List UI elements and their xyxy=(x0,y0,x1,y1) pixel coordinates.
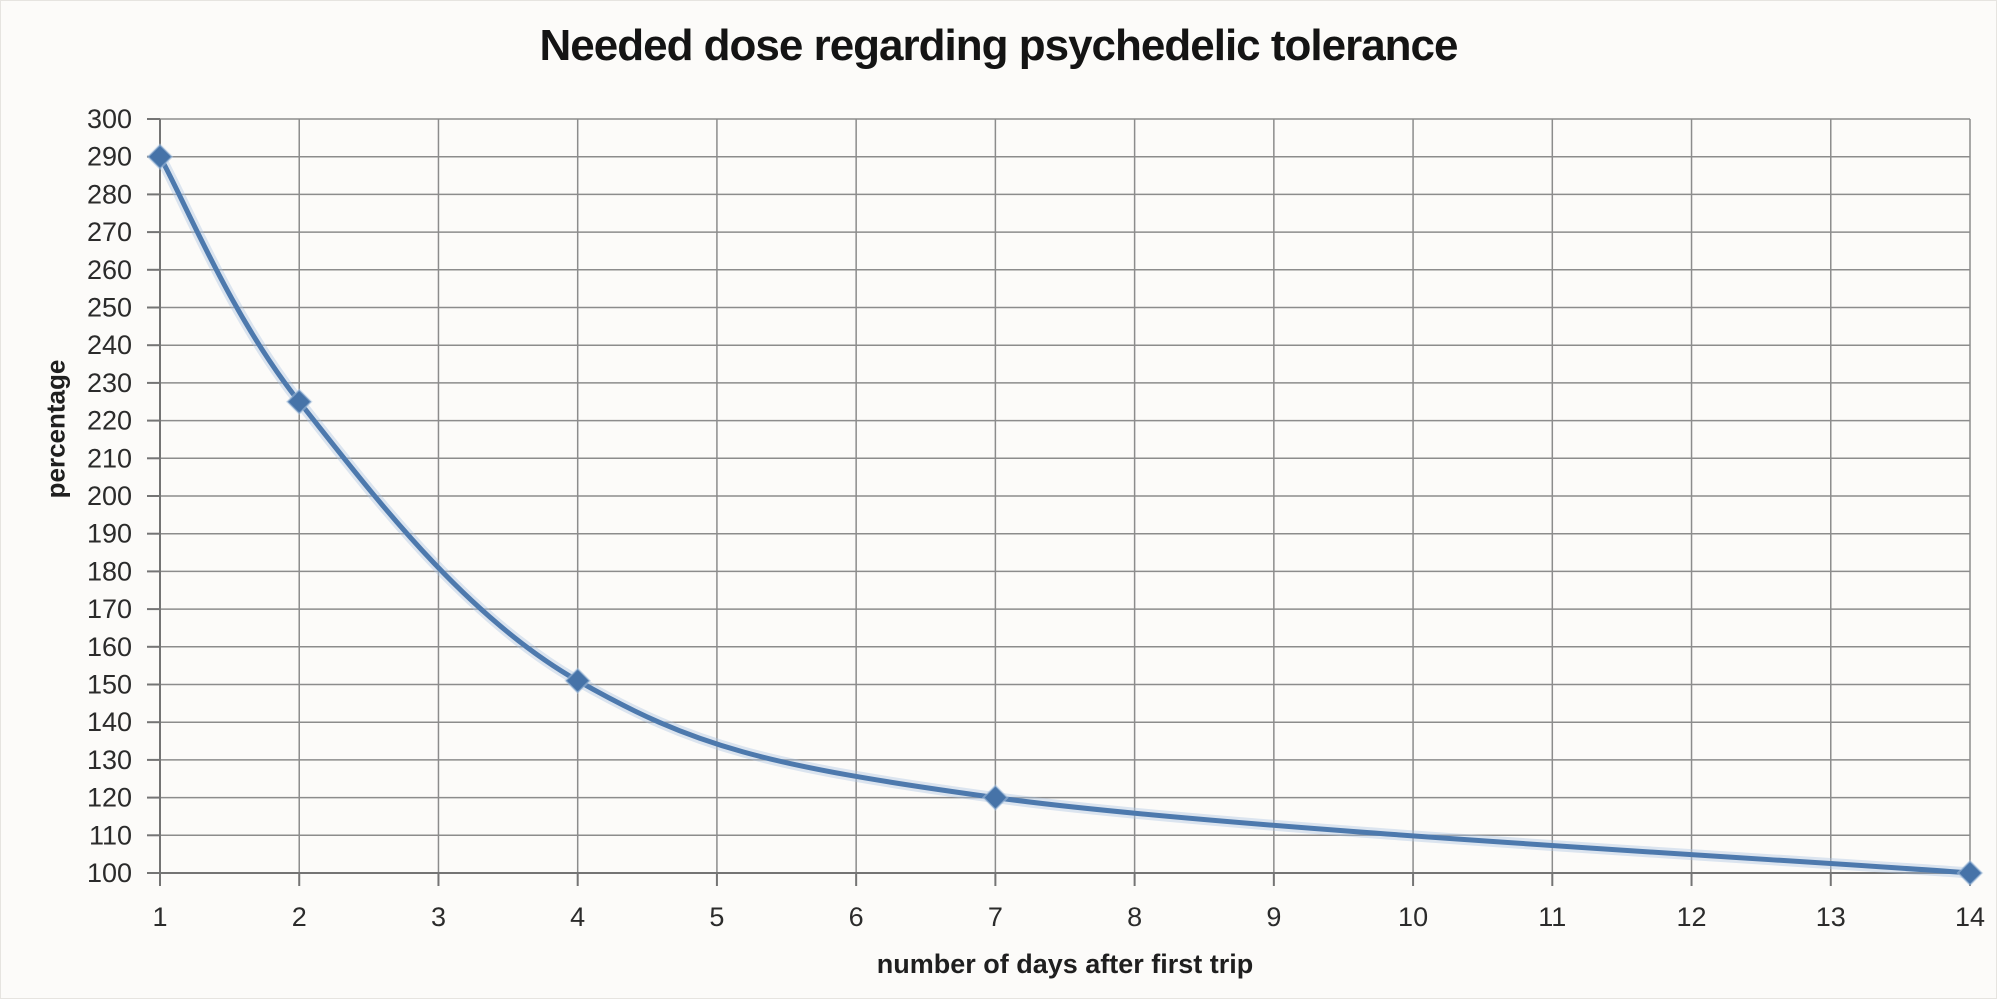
y-tick-label: 220 xyxy=(87,406,132,436)
y-tick-label: 230 xyxy=(87,368,132,398)
y-tick-label: 100 xyxy=(87,858,132,888)
x-tick-label: 11 xyxy=(1538,902,1566,932)
y-tick-label: 270 xyxy=(87,217,132,247)
y-tick-label: 240 xyxy=(87,330,132,360)
y-tick-label: 150 xyxy=(87,670,132,700)
chart-title: Needed dose regarding psychedelic tolera… xyxy=(539,21,1459,70)
x-tick-label: 10 xyxy=(1398,902,1428,932)
y-tick-label: 290 xyxy=(87,142,132,172)
y-tick-label: 160 xyxy=(87,632,132,662)
x-tick-label: 9 xyxy=(1266,902,1281,932)
data-point-marker xyxy=(285,388,313,416)
y-tick-label: 200 xyxy=(87,481,132,511)
x-axis-title: number of days after first trip xyxy=(876,949,1254,979)
y-tick-label: 260 xyxy=(87,255,132,285)
y-axis-title: percentage xyxy=(40,359,71,499)
x-tick-label: 3 xyxy=(431,902,446,932)
y-tick-label: 110 xyxy=(89,820,132,850)
y-tick-label: 140 xyxy=(87,707,132,737)
y-tick-label: 170 xyxy=(87,594,132,624)
x-tick-label: 7 xyxy=(988,902,1003,932)
x-tick-label: 14 xyxy=(1955,902,1985,932)
x-tick-label: 8 xyxy=(1127,902,1142,932)
x-tick-label: 4 xyxy=(570,902,585,932)
x-tick-label: 6 xyxy=(849,902,864,932)
y-tick-label: 180 xyxy=(87,556,132,586)
series-line-halo xyxy=(154,151,1976,879)
x-tick-label: 12 xyxy=(1677,902,1707,932)
y-tick-label: 250 xyxy=(87,293,132,323)
data-point-marker xyxy=(146,143,174,171)
y-tick-label: 130 xyxy=(87,745,132,775)
y-tick-label: 280 xyxy=(87,179,132,209)
y-tick-label: 120 xyxy=(87,783,132,813)
data-point-marker xyxy=(564,667,592,695)
y-tick-label: 210 xyxy=(87,443,132,473)
x-tick-label: 5 xyxy=(709,902,724,932)
data-point-marker xyxy=(981,784,1009,812)
y-tick-label: 300 xyxy=(87,104,132,134)
x-tick-label: 13 xyxy=(1816,902,1846,932)
y-tick-label: 190 xyxy=(87,519,132,549)
x-tick-label: 2 xyxy=(292,902,307,932)
x-tick-label: 1 xyxy=(152,902,167,932)
series-line xyxy=(157,154,1973,876)
data-point-marker xyxy=(1956,859,1984,887)
